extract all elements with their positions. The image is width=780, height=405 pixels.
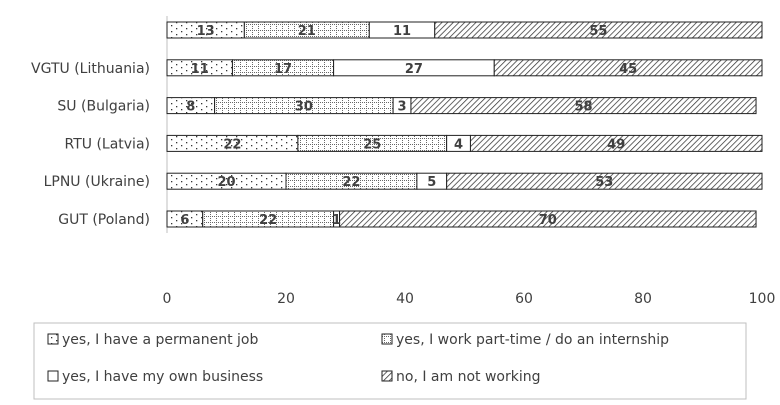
category-label-rtu-latvia: RTU (Latvia)	[64, 136, 150, 152]
data-label-row3-series0: 22	[223, 137, 241, 152]
legend: yes, I have a permanent job yes, I work p…	[33, 322, 747, 400]
x-tick-label-40: 40	[396, 291, 414, 307]
bars	[166, 21, 763, 228]
data-label-row0-series3: 55	[589, 24, 607, 39]
legend-swatch-2	[47, 370, 59, 382]
bar-row1-series3	[493, 59, 763, 77]
data-label-row1-series1: 17	[274, 62, 292, 77]
data-label-row3-series1: 25	[363, 137, 381, 152]
bar-row2-series3	[410, 97, 757, 115]
legend-label-3: no, I am not working	[396, 369, 541, 385]
legend-label-2: yes, I have my own business	[62, 369, 263, 385]
data-label-row4-series1: 22	[342, 175, 360, 190]
category-label-lpnu-ukraine: LPNU (Ukraine)	[44, 174, 150, 190]
data-label-row4-series0: 20	[217, 175, 235, 190]
data-label-row2-series1: 30	[295, 100, 313, 115]
legend-swatch-3	[381, 370, 393, 382]
data-label-row5-series2: 1	[332, 213, 341, 228]
data-label-row4-series3: 53	[595, 175, 613, 190]
data-label-row2-series2: 3	[398, 100, 407, 115]
category-label-su-bulgaria: SU (Bulgaria)	[57, 99, 150, 115]
x-tick-label-20: 20	[277, 291, 295, 307]
data-label-row2-series3: 58	[574, 100, 592, 115]
data-label-row3-series3: 49	[607, 137, 625, 152]
legend-swatch-0	[47, 333, 59, 345]
data-label-row4-series2: 5	[427, 175, 436, 190]
legend-swatch-1	[381, 333, 393, 345]
data-labels: 13 21 11 55 11 17 27 45 8 30 3 58 22 25 4 49 20 22 5 53 6 22 1…	[180, 24, 637, 228]
bar-row0-series3	[434, 21, 763, 39]
legend-label-0: yes, I have a permanent job	[62, 332, 258, 348]
bar-row4-series3	[446, 172, 763, 190]
data-label-row1-series0: 11	[191, 62, 209, 77]
data-label-row5-series1: 22	[259, 213, 277, 228]
bar-row3-series3	[469, 134, 763, 152]
x-tick-label-80: 80	[634, 291, 652, 307]
data-label-row1-series3: 45	[619, 62, 637, 77]
x-tick-label-100: 100	[749, 291, 776, 307]
category-labels: VGTU (Lithuania) SU (Bulgaria) RTU (Latvia…	[31, 61, 150, 228]
data-label-row3-series2: 4	[454, 137, 463, 152]
data-label-row0-series1: 21	[298, 24, 316, 39]
legend-label-1: yes, I work part-time / do an internship	[396, 332, 669, 348]
x-axis: 0 20 40 60 80 100	[163, 16, 776, 307]
data-label-row0-series0: 13	[197, 24, 215, 39]
data-label-row1-series2: 27	[405, 62, 423, 77]
x-tick-label-0: 0	[163, 291, 172, 307]
data-label-row5-series3: 70	[539, 213, 557, 228]
data-label-row2-series0: 8	[186, 100, 195, 115]
category-label-vgtu-lithuania: VGTU (Lithuania)	[31, 61, 150, 77]
data-label-row5-series0: 6	[180, 213, 189, 228]
bar-row5-series3	[339, 210, 757, 228]
data-label-row0-series2: 11	[393, 24, 411, 39]
x-tick-label-60: 60	[515, 291, 533, 307]
category-label-gut-poland: GUT (Poland)	[58, 212, 150, 228]
